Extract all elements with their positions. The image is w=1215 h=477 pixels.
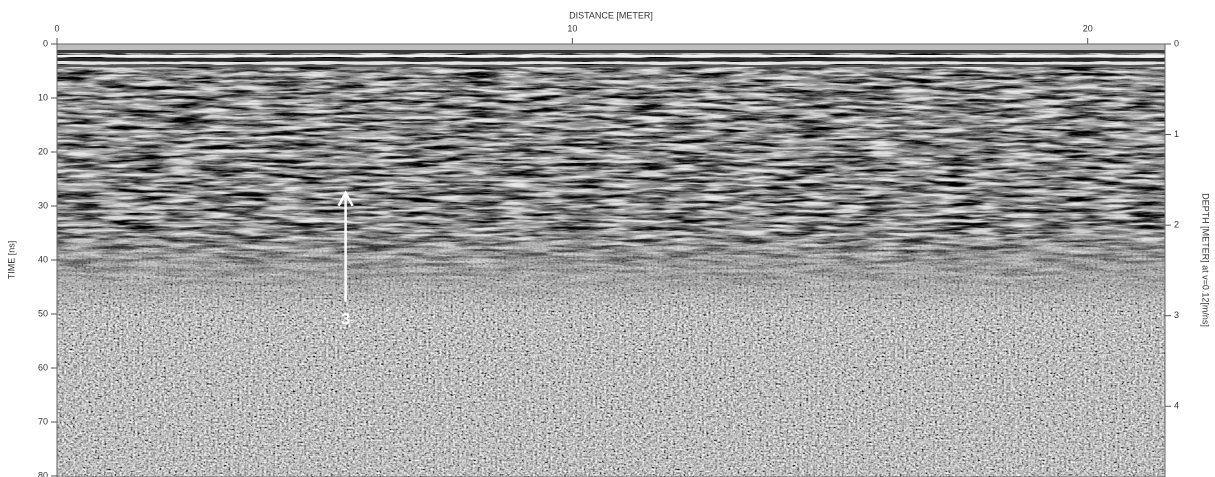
y-tick-label: 20 bbox=[38, 146, 48, 156]
y2-axis-title: DEPTH [METER] at v=0.12[m/ns] bbox=[1201, 193, 1211, 327]
radargram-figure: DISTANCE [METER] TIME [ns] DEPTH [METER]… bbox=[0, 0, 1215, 477]
x-tick-label: 10 bbox=[567, 23, 577, 33]
y-tick-label: 80 bbox=[38, 470, 48, 477]
x-axis-title: DISTANCE [METER] bbox=[569, 10, 653, 20]
y-tick-label: 10 bbox=[38, 92, 48, 102]
y-tick-label: 70 bbox=[38, 416, 48, 426]
y-tick-label: 50 bbox=[38, 308, 48, 318]
y2-tick-label: 4 bbox=[1174, 401, 1179, 411]
x-tick-label: 20 bbox=[1083, 23, 1093, 33]
radargram-image bbox=[57, 44, 1165, 477]
y-axis-title: TIME [ns] bbox=[6, 241, 16, 280]
y-tick-label: 30 bbox=[38, 200, 48, 210]
x-tick-label: 0 bbox=[54, 23, 59, 33]
y2-tick-label: 2 bbox=[1174, 220, 1179, 230]
y2-tick-label: 1 bbox=[1174, 129, 1179, 139]
annotation-label: 3 bbox=[341, 309, 350, 328]
y2-tick-label: 0 bbox=[1174, 38, 1179, 48]
y-tick-label: 40 bbox=[38, 254, 48, 264]
y-tick-label: 0 bbox=[43, 38, 48, 48]
y2-tick-label: 3 bbox=[1174, 310, 1179, 320]
y-tick-label: 60 bbox=[38, 362, 48, 372]
